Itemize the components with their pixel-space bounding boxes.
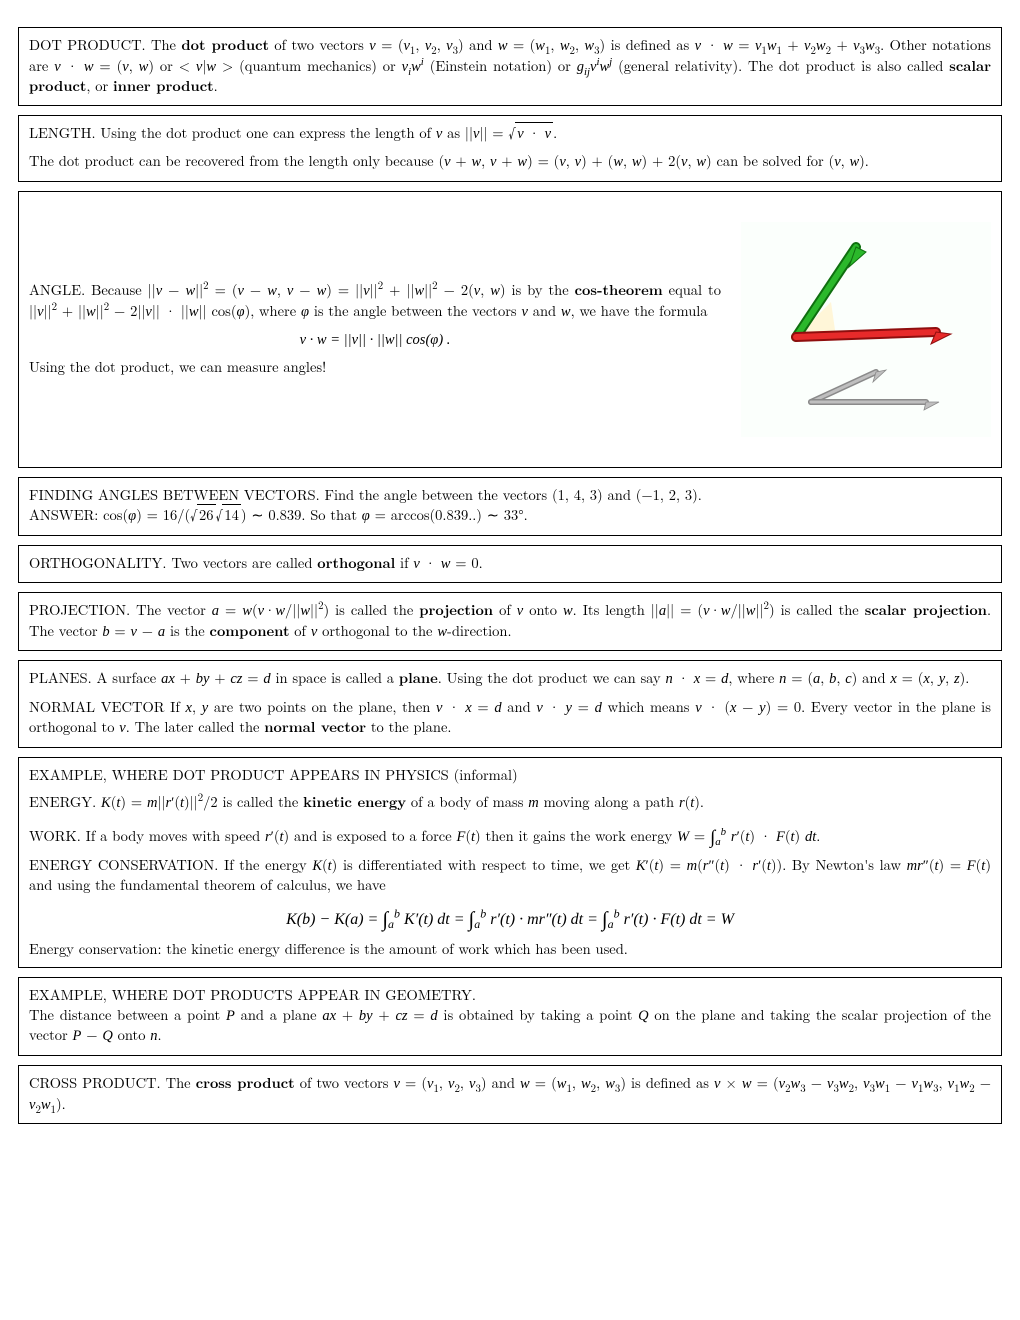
- work-title: WORK.: [29, 826, 81, 846]
- dot-product-body: The dot product of two vectors v = (v1, …: [29, 35, 991, 96]
- physics-tail: Energy conservation: the kinetic energy …: [29, 940, 991, 960]
- length-body: Using the dot product one can express th…: [100, 123, 557, 143]
- planes-title: PLANES.: [29, 668, 92, 688]
- planes-box: PLANES. A surface ax + by + cz = d in sp…: [18, 660, 1002, 748]
- work-body: If a body moves with speed r′(t) and is …: [86, 826, 821, 846]
- energy-body: K(t) = m||r′(t)||2/2 is called the kinet…: [101, 792, 704, 812]
- proj-title: PROJECTION.: [29, 600, 130, 620]
- geometry-box: EXAMPLE, WHERE DOT PRODUCTS APPEAR IN GE…: [18, 977, 1002, 1056]
- physics-title: EXAMPLE, WHERE DOT PRODUCT APPEARS IN PH…: [29, 766, 991, 786]
- length-title: LENGTH.: [29, 123, 96, 143]
- orthogonality-box: ORTHOGONALITY. Two vectors are called or…: [18, 545, 1002, 584]
- physics-equation: K(b) − K(a) = ∫ab K′(t) dt = ∫ab r′(t) ·…: [29, 904, 991, 932]
- finding-angles-box: FINDING ANGLES BETWEEN VECTORS. Find the…: [18, 477, 1002, 535]
- angle-body: Because ||v − w||2 = (v − w, v − w) = ||…: [29, 280, 721, 321]
- dot-product-title: DOT PRODUCT.: [29, 35, 146, 55]
- angle-equation: v · w = ||v|| · ||w|| cos(φ) .: [29, 331, 721, 351]
- ec-title: ENERGY CONSERVATION.: [29, 855, 218, 875]
- angle-figure: [741, 222, 991, 438]
- energy-title: ENERGY.: [29, 792, 96, 812]
- normal-title: NORMAL VECTOR: [29, 697, 164, 717]
- angle-title: ANGLE.: [29, 280, 85, 300]
- normal-body: If x, y are two points on the plane, the…: [29, 697, 991, 738]
- cross-title: CROSS PRODUCT.: [29, 1073, 161, 1093]
- angle-body2: Using the dot product, we can measure an…: [29, 358, 721, 378]
- geometry-body: The distance between a point P and a pla…: [29, 1005, 991, 1046]
- planes-body: A surface ax + by + cz = d in space is c…: [97, 668, 970, 688]
- proj-body: The vector a = w(v·w/||w||2) is called t…: [29, 600, 991, 641]
- physics-box: EXAMPLE, WHERE DOT PRODUCT APPEARS IN PH…: [18, 757, 1002, 968]
- orth-body: Two vectors are called orthogonal if v ·…: [171, 553, 482, 573]
- finding-title: FINDING ANGLES BETWEEN VECTORS.: [29, 485, 320, 505]
- projection-box: PROJECTION. The vector a = w(v·w/||w||2)…: [18, 592, 1002, 651]
- length-body2: The dot product can be recovered from th…: [29, 152, 991, 173]
- cross-product-box: CROSS PRODUCT. The cross product of two …: [18, 1065, 1002, 1124]
- dot-product-box: DOT PRODUCT. The dot product of two vect…: [18, 27, 1002, 106]
- cross-body: The cross product of two vectors v = (v1…: [29, 1073, 991, 1114]
- orth-title: ORTHOGONALITY.: [29, 553, 166, 573]
- geometry-title: EXAMPLE, WHERE DOT PRODUCTS APPEAR IN GE…: [29, 985, 476, 1005]
- length-box: LENGTH. Using the dot product one can ex…: [18, 115, 1002, 182]
- angle-box: ANGLE. Because ||v − w||2 = (v − w, v − …: [18, 191, 1002, 469]
